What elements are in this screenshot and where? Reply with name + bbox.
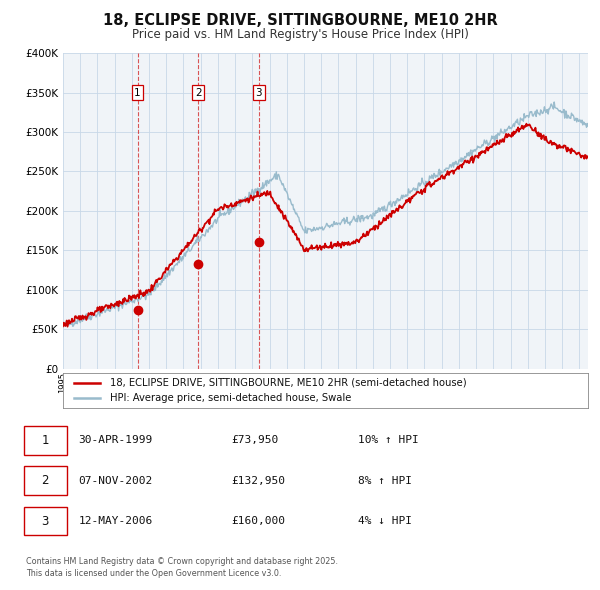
Text: 1: 1 [134, 87, 141, 97]
Text: 12-MAY-2006: 12-MAY-2006 [78, 516, 152, 526]
FancyBboxPatch shape [23, 507, 67, 536]
Text: £160,000: £160,000 [231, 516, 285, 526]
Text: £132,950: £132,950 [231, 476, 285, 486]
Text: 07-NOV-2002: 07-NOV-2002 [78, 476, 152, 486]
FancyBboxPatch shape [23, 426, 67, 455]
Text: 1: 1 [41, 434, 49, 447]
Text: 10% ↑ HPI: 10% ↑ HPI [358, 435, 418, 445]
Text: 18, ECLIPSE DRIVE, SITTINGBOURNE, ME10 2HR (semi-detached house): 18, ECLIPSE DRIVE, SITTINGBOURNE, ME10 2… [110, 378, 467, 388]
Text: HPI: Average price, semi-detached house, Swale: HPI: Average price, semi-detached house,… [110, 394, 352, 404]
Text: This data is licensed under the Open Government Licence v3.0.: This data is licensed under the Open Gov… [26, 569, 282, 578]
Text: Contains HM Land Registry data © Crown copyright and database right 2025.: Contains HM Land Registry data © Crown c… [26, 557, 338, 566]
Text: 2: 2 [195, 87, 202, 97]
Text: Price paid vs. HM Land Registry's House Price Index (HPI): Price paid vs. HM Land Registry's House … [131, 28, 469, 41]
FancyBboxPatch shape [23, 466, 67, 495]
Text: 18, ECLIPSE DRIVE, SITTINGBOURNE, ME10 2HR: 18, ECLIPSE DRIVE, SITTINGBOURNE, ME10 2… [103, 13, 497, 28]
Text: 2: 2 [41, 474, 49, 487]
Text: 3: 3 [41, 514, 49, 527]
Text: 3: 3 [256, 87, 262, 97]
Text: 30-APR-1999: 30-APR-1999 [78, 435, 152, 445]
Text: £73,950: £73,950 [231, 435, 278, 445]
Text: 8% ↑ HPI: 8% ↑ HPI [358, 476, 412, 486]
Text: 4% ↓ HPI: 4% ↓ HPI [358, 516, 412, 526]
